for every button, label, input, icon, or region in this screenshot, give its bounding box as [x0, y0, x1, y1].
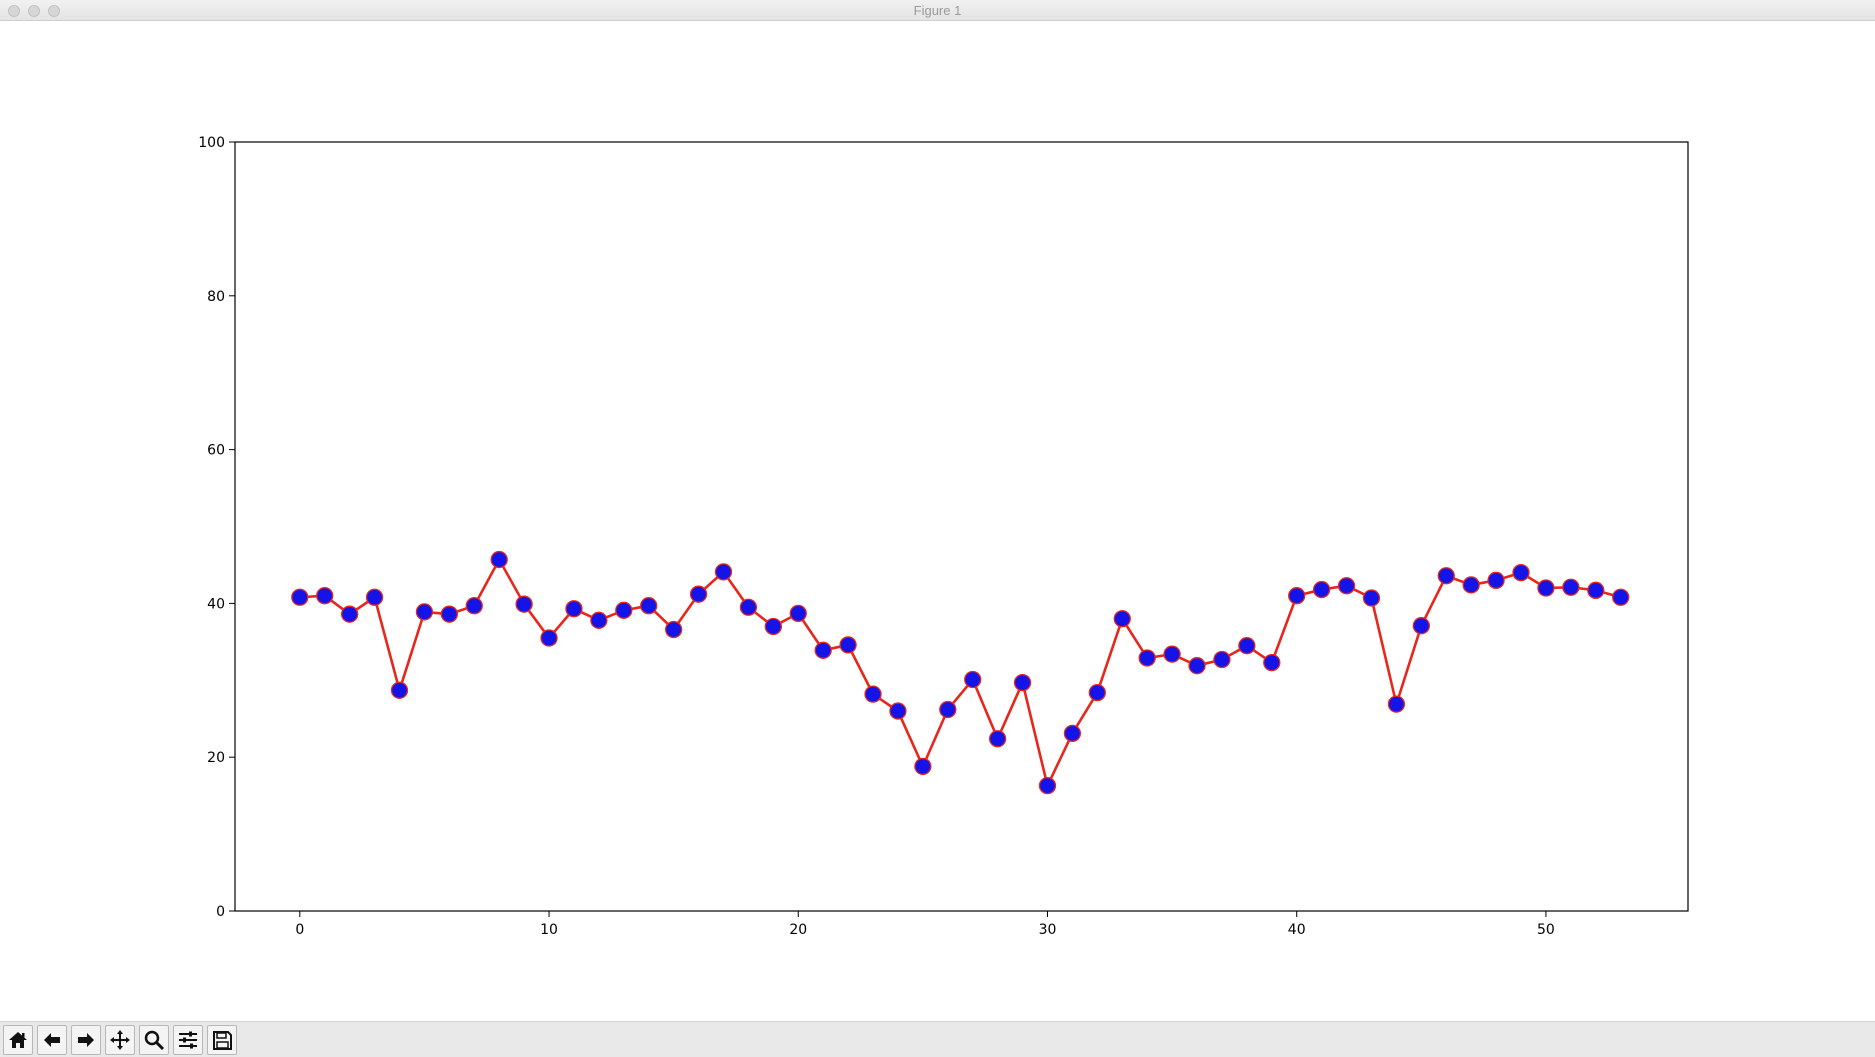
data-point: [1512, 563, 1530, 582]
data-point: [340, 605, 359, 623]
data-point: [1188, 657, 1206, 675]
navigation-toolbar: [0, 1021, 1875, 1057]
configure-subplots-icon: [179, 1031, 197, 1049]
data-point: [864, 685, 882, 703]
home-button[interactable]: [3, 1025, 33, 1055]
zoom-window-button[interactable]: [48, 5, 60, 17]
data-point: [914, 757, 932, 776]
data-point: [1387, 695, 1406, 713]
data-point: [540, 629, 558, 647]
data-point: [1487, 571, 1505, 589]
data-point: [1063, 724, 1082, 743]
data-point: [1038, 777, 1057, 795]
x-tick-label: 40: [1288, 922, 1306, 938]
save-button[interactable]: [207, 1025, 237, 1055]
line-chart: 0 20 40 60 80 100 0 10 20 30 40 50: [198, 135, 1689, 938]
data-point: [615, 601, 633, 619]
axes-frame: [234, 141, 1689, 912]
data-point: [1263, 653, 1281, 672]
data-point: [1088, 683, 1106, 702]
data-point: [490, 550, 508, 569]
data-point: [1412, 617, 1430, 635]
zoom-icon: [144, 1030, 165, 1051]
data-point: [689, 585, 708, 603]
data-point: [1013, 673, 1032, 692]
back-icon: [44, 1033, 60, 1047]
forward-icon: [78, 1033, 94, 1047]
data-point: [365, 588, 384, 606]
minimize-window-button[interactable]: [28, 5, 40, 17]
data-point: [789, 604, 807, 623]
data-point: [640, 597, 658, 615]
data-point: [1462, 576, 1480, 594]
chart-layer: 0 20 40 60 80 100 0 10 20 30 40 50: [198, 135, 1689, 938]
window-titlebar: Figure 1: [0, 0, 1875, 21]
data-point: [1312, 580, 1331, 599]
data-point: [839, 636, 857, 654]
y-tick-label: 40: [207, 596, 225, 612]
data-point: [1562, 578, 1580, 596]
y-tick-label: 60: [207, 443, 225, 459]
data-point: [939, 700, 957, 719]
data-point: [440, 605, 458, 623]
y-tick-label: 80: [207, 289, 225, 305]
data-point: [988, 730, 1007, 748]
pan-button[interactable]: [105, 1025, 135, 1055]
x-tick-label: 10: [540, 922, 558, 938]
data-point: [964, 670, 982, 689]
data-point: [1612, 588, 1630, 606]
configure-subplots-button[interactable]: [173, 1025, 203, 1055]
y-tick-label: 100: [198, 135, 225, 151]
home-icon: [9, 1032, 27, 1048]
data-point: [1437, 567, 1455, 585]
data-point: [1362, 589, 1381, 607]
series-line: [299, 558, 1622, 787]
data-point: [1238, 637, 1256, 655]
data-point: [1113, 610, 1131, 628]
y-tick-label: 20: [207, 750, 225, 766]
data-point: [739, 598, 758, 616]
data-point: [1163, 645, 1181, 663]
data-point: [1138, 649, 1156, 667]
close-window-button[interactable]: [8, 5, 20, 17]
zoom-button[interactable]: [139, 1025, 169, 1055]
x-tick-label: 20: [789, 922, 807, 938]
y-tick-label: 0: [216, 904, 225, 920]
data-point: [415, 603, 434, 621]
data-point: [291, 588, 309, 606]
data-point: [515, 595, 533, 613]
data-point: [465, 597, 483, 615]
data-point: [889, 702, 907, 720]
data-point: [590, 611, 608, 629]
window-title: Figure 1: [913, 3, 962, 18]
back-button[interactable]: [37, 1025, 67, 1055]
x-tick-label: 0: [295, 922, 304, 938]
data-point: [1537, 579, 1555, 597]
data-point: [1337, 577, 1356, 595]
forward-button[interactable]: [71, 1025, 101, 1055]
data-point: [1213, 650, 1231, 669]
x-tick-label: 30: [1039, 922, 1057, 938]
data-point: [390, 681, 409, 699]
data-point: [565, 600, 583, 618]
data-point: [764, 617, 782, 636]
data-point: [714, 563, 733, 581]
save-icon: [213, 1031, 232, 1050]
data-point: [316, 587, 334, 605]
data-point: [814, 641, 832, 659]
data-point: [664, 620, 683, 639]
data-point: [1288, 587, 1306, 605]
x-tick-label: 50: [1537, 922, 1555, 938]
data-point: [1587, 581, 1605, 599]
pan-icon: [110, 1030, 130, 1050]
